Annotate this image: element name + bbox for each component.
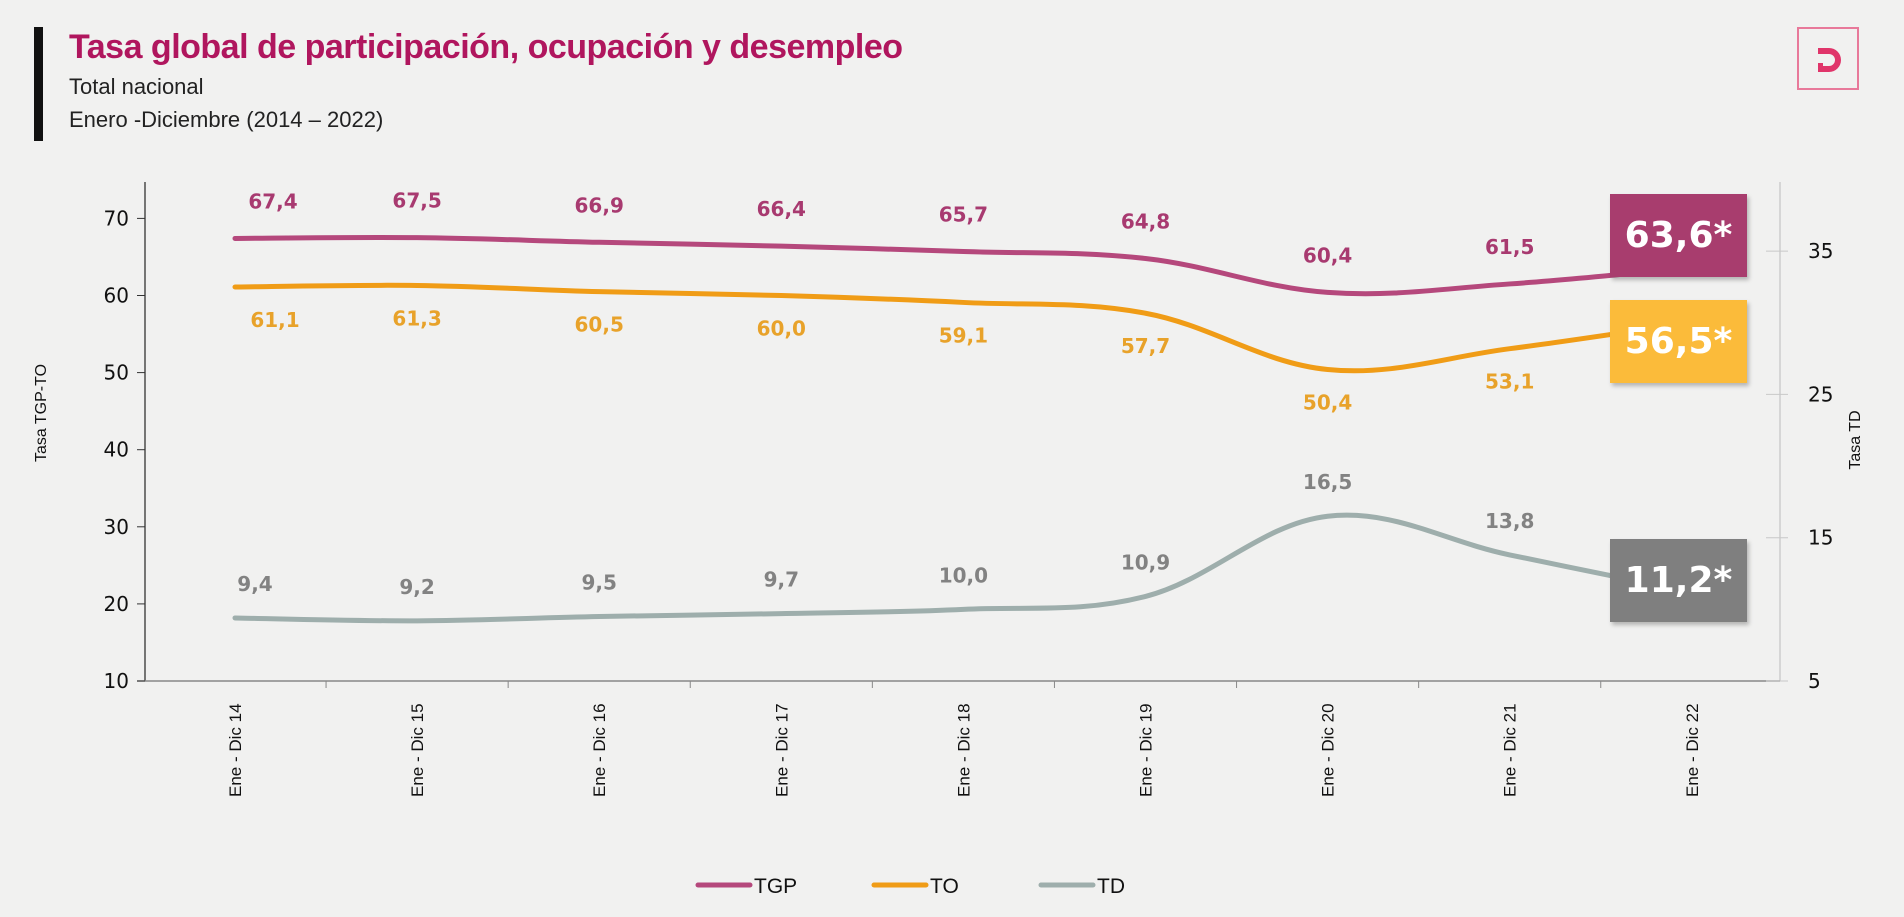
tgp-data-label: 66,9 <box>575 193 624 217</box>
x-tick-label: Ene - Dic 18 <box>954 703 973 797</box>
td-data-label: 13,8 <box>1485 509 1534 533</box>
legend-tgp-label: TGP <box>754 875 797 898</box>
title-accent-bar <box>34 27 43 141</box>
left-axis-title: Tasa TGP-TO <box>33 364 50 462</box>
left-tick-label: 60 <box>104 284 129 308</box>
to-latest-box: 56,5* <box>1610 300 1747 383</box>
td-data-label: 9,7 <box>764 568 799 592</box>
chart-period: Enero -Diciembre (2014 – 2022) <box>69 107 384 132</box>
chart-title: Tasa global de participación, ocupación … <box>69 28 903 66</box>
tgp-data-label: 60,4 <box>1303 243 1352 267</box>
tgp-data-label: 66,4 <box>757 197 806 221</box>
left-tick-label: 10 <box>104 669 129 693</box>
td-data-label: 9,4 <box>237 572 272 596</box>
left-tick-label: 70 <box>104 206 129 230</box>
right-tick-label: 15 <box>1808 526 1833 550</box>
tgp-data-label: 67,5 <box>392 189 441 213</box>
to-data-label: 50,4 <box>1303 391 1352 415</box>
td-series-line <box>232 512 1695 624</box>
to-data-label: 61,3 <box>392 306 441 330</box>
x-tick-label: Ene - Dic 20 <box>1319 703 1338 797</box>
td-data-label: 10,9 <box>1121 550 1170 574</box>
td-latest-box: 11,2* <box>1610 539 1747 622</box>
tgp-data-label: 64,8 <box>1121 209 1170 233</box>
to-data-label: 60,5 <box>575 313 624 337</box>
right-tick-label: 5 <box>1808 669 1821 693</box>
td-data-label: 10,0 <box>939 563 988 587</box>
legend-td-label: TD <box>1097 875 1125 898</box>
to-data-label: 53,1 <box>1485 370 1534 394</box>
left-tick-label: 50 <box>104 361 129 385</box>
td-latest-value: 11,2* <box>1624 560 1733 601</box>
left-tick-label: 20 <box>104 592 129 616</box>
left-tick-label: 40 <box>104 438 129 462</box>
x-tick-label: Ene - Dic 19 <box>1137 703 1156 797</box>
x-tick-label: Ene - Dic 16 <box>590 703 609 797</box>
to-series-line <box>232 282 1695 374</box>
right-axis-title: Tasa TD <box>1847 410 1864 469</box>
x-tick-label: Ene - Dic 14 <box>226 703 245 797</box>
td-data-label: 9,2 <box>399 575 434 599</box>
tgp-data-label: 67,4 <box>248 189 297 213</box>
x-tick-label: Ene - Dic 17 <box>772 703 791 797</box>
to-data-label: 60,0 <box>757 317 806 341</box>
to-data-label: 57,7 <box>1121 334 1170 358</box>
right-tick-label: 25 <box>1808 382 1833 406</box>
chart-subtitle: Total nacional <box>69 74 204 99</box>
tgp-latest-box: 63,6* <box>1610 194 1747 277</box>
x-tick-label: Ene - Dic 21 <box>1501 703 1520 797</box>
x-tick-label: Ene - Dic 22 <box>1683 703 1702 797</box>
right-tick-label: 35 <box>1808 239 1833 263</box>
x-tick-label: Ene - Dic 15 <box>408 703 427 797</box>
tgp-series-line <box>232 234 1695 297</box>
tgp-latest-value: 63,6* <box>1624 215 1733 256</box>
to-data-label: 59,1 <box>939 323 988 347</box>
legend-to-label: TO <box>930 875 959 898</box>
left-tick-label: 30 <box>104 515 129 539</box>
to-data-label: 61,1 <box>250 308 299 332</box>
to-latest-value: 56,5* <box>1624 321 1733 362</box>
td-data-label: 16,5 <box>1303 470 1352 494</box>
td-data-label: 9,5 <box>581 571 616 595</box>
tgp-data-label: 61,5 <box>1485 235 1534 259</box>
tgp-data-label: 65,7 <box>939 203 988 227</box>
brand-d-logo-icon <box>1797 27 1859 90</box>
